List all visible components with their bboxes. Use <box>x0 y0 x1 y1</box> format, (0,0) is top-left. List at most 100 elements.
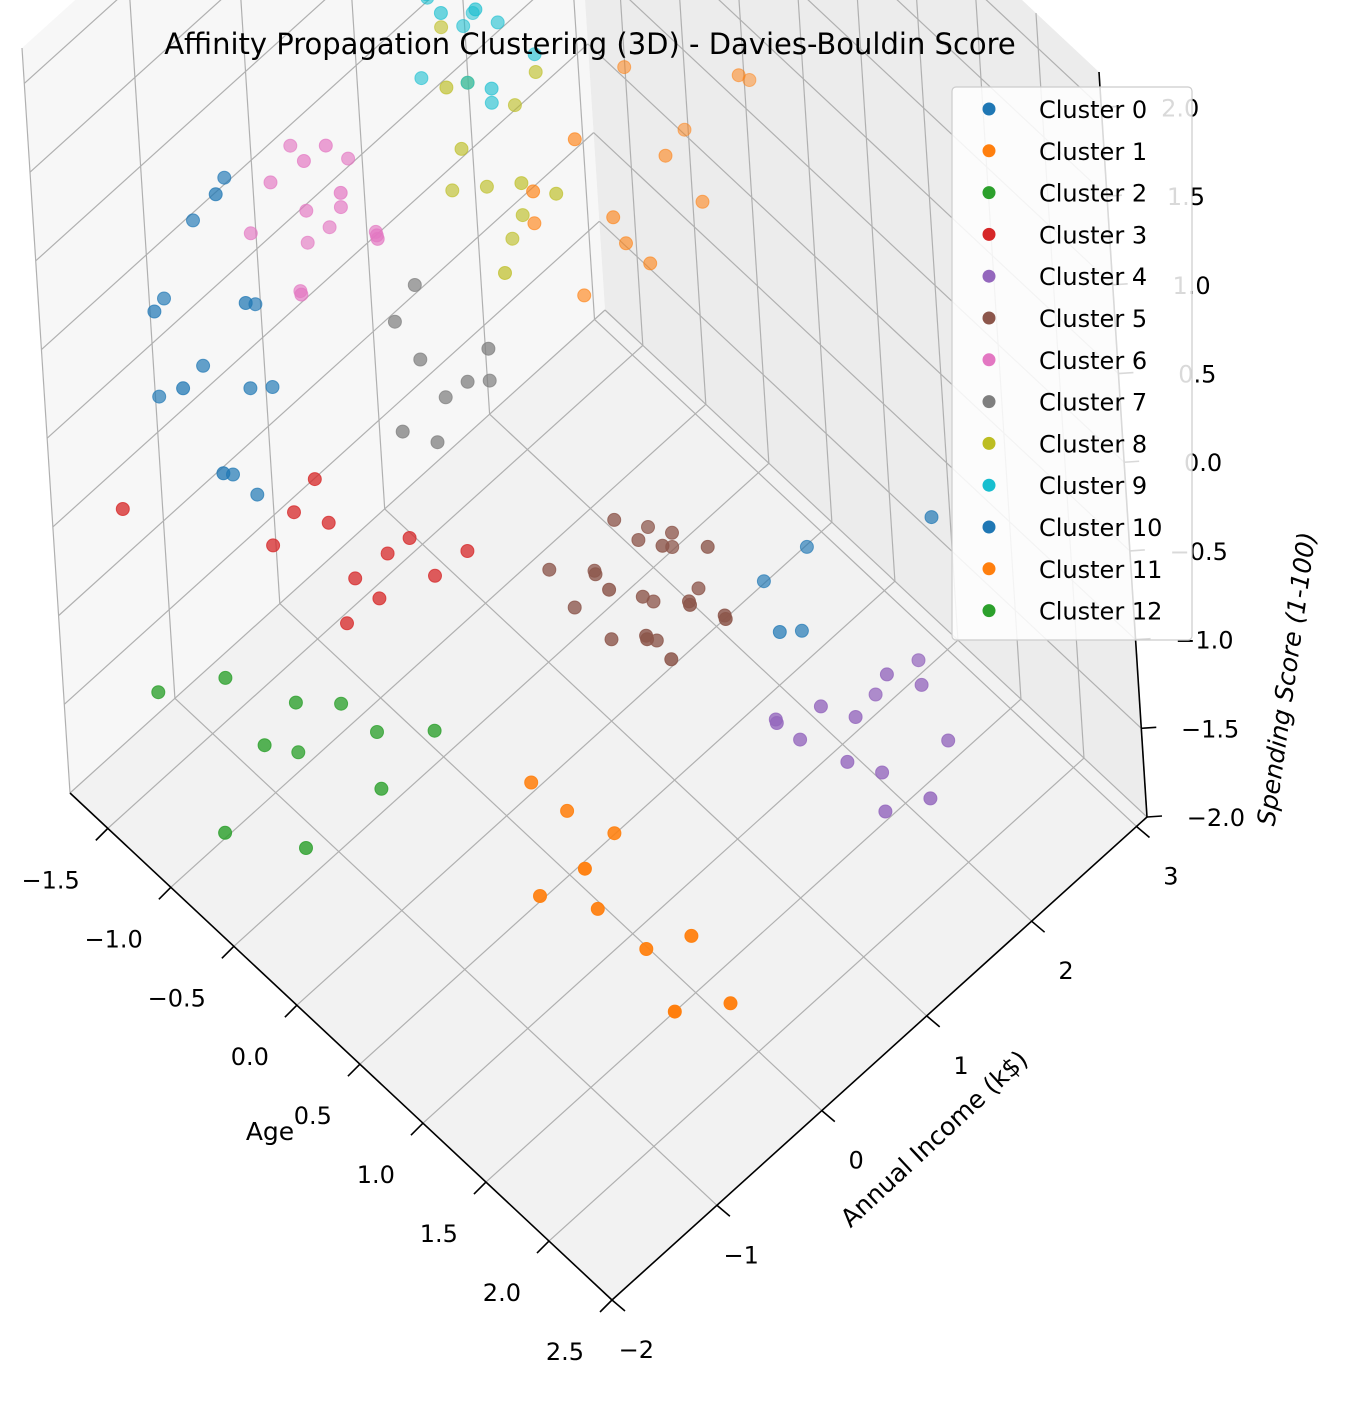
legend-marker-12 <box>982 604 996 618</box>
data-point-cluster-8 <box>515 208 530 223</box>
grid-line-x-floor <box>548 757 1085 1242</box>
grid-line-z-wall-left <box>23 0 118 84</box>
data-point-cluster-0 <box>157 291 171 306</box>
grid-line-y-floor <box>489 413 1033 922</box>
legend-label-0: Cluster 0 <box>1039 96 1147 124</box>
grid-line-x-floor <box>170 403 707 888</box>
data-point-cluster-9 <box>527 47 542 62</box>
legend-marker-8 <box>982 436 996 450</box>
data-point-cluster-4 <box>914 677 929 692</box>
y-tick-label: −1 <box>724 1241 759 1269</box>
data-point-cluster-11 <box>617 60 632 75</box>
grid-line-z-wall-left <box>35 0 326 262</box>
data-point-cluster-6 <box>322 220 337 235</box>
data-point-cluster-2 <box>299 841 313 855</box>
y-tick-mark <box>821 1109 836 1123</box>
data-point-cluster-2 <box>257 738 272 753</box>
data-point-cluster-5 <box>641 520 655 534</box>
legend-marker-11 <box>982 562 996 576</box>
data-points <box>115 0 956 1019</box>
grid-line-z-wall-left <box>41 0 430 350</box>
grid-line-y-floor <box>279 603 823 1112</box>
x-tick-label: −1.0 <box>85 925 143 953</box>
legend-label-11: Cluster 11 <box>1039 556 1162 584</box>
data-point-cluster-4 <box>923 791 938 806</box>
grid-line-y-floor <box>384 508 928 1017</box>
x-axis-label: Age <box>246 1117 294 1146</box>
x-tick-mark <box>284 1004 298 1018</box>
data-point-cluster-7 <box>460 374 475 389</box>
x-tick-label: −1.5 <box>22 866 80 894</box>
data-point-cluster-5 <box>664 652 679 667</box>
data-point-cluster-5 <box>655 538 670 553</box>
chart-title: Affinity Propagation Clustering (3D) - D… <box>164 27 1016 61</box>
z-axis-label: Spending Score (1-100) <box>1252 530 1322 827</box>
legend-marker-9 <box>982 478 996 492</box>
data-point-cluster-10 <box>794 623 809 638</box>
data-point-cluster-6 <box>243 226 258 241</box>
grid-line-x-floor <box>359 580 896 1065</box>
legend-marker-5 <box>982 311 996 325</box>
x-tick-mark <box>347 1063 361 1077</box>
x-tick-mark <box>95 827 109 841</box>
data-point-cluster-2 <box>427 723 442 738</box>
data-point-cluster-5 <box>640 632 655 647</box>
data-point-cluster-8 <box>454 141 469 156</box>
data-point-cluster-6 <box>296 154 311 168</box>
grid-line-z-wall-left <box>52 43 589 528</box>
data-point-cluster-8 <box>498 266 512 280</box>
y-tick-label: 0 <box>849 1147 864 1175</box>
z-tick-label: −1.5 <box>1181 715 1239 743</box>
data-point-cluster-6 <box>283 138 298 153</box>
legend-marker-4 <box>982 269 996 283</box>
legend-label-4: Cluster 4 <box>1039 263 1147 291</box>
data-point-cluster-1 <box>577 288 592 303</box>
data-point-cluster-1 <box>526 184 541 199</box>
legend-label-12: Cluster 12 <box>1039 598 1162 626</box>
data-point-cluster-8 <box>528 65 543 79</box>
z-tick-label: −2.0 <box>1187 804 1245 832</box>
grid-line-x-wall <box>619 0 644 346</box>
data-point-cluster-3 <box>287 505 301 520</box>
data-point-cluster-4 <box>911 653 926 668</box>
legend-marker-0 <box>982 102 996 116</box>
data-point-cluster-0 <box>243 381 258 396</box>
y-tick-label: −2 <box>619 1336 654 1364</box>
data-point-cluster-6 <box>299 203 314 218</box>
data-point-cluster-0 <box>208 187 223 202</box>
data-point-cluster-8 <box>479 179 494 194</box>
data-point-cluster-3 <box>428 568 442 583</box>
data-point-cluster-6 <box>333 200 348 215</box>
data-point-cluster-0 <box>196 358 211 373</box>
data-point-cluster-6 <box>333 185 348 200</box>
data-point-cluster-3 <box>402 531 417 545</box>
y-axis-line <box>611 816 1148 1301</box>
data-point-cluster-6 <box>263 175 278 190</box>
x-tick-mark <box>158 886 172 900</box>
x-tick-label: 0.0 <box>231 1043 269 1071</box>
data-point-cluster-11 <box>607 826 622 841</box>
z-tick-mark <box>1146 815 1163 818</box>
legend-label-5: Cluster 5 <box>1039 305 1147 333</box>
y-tick-mark <box>611 1299 626 1312</box>
legend-label-7: Cluster 7 <box>1039 389 1147 417</box>
grid-line-x-wall <box>797 0 833 523</box>
data-point-cluster-5 <box>602 582 617 597</box>
data-point-cluster-4 <box>875 765 890 780</box>
data-point-cluster-11 <box>667 1004 682 1019</box>
data-point-cluster-5 <box>665 525 679 540</box>
data-point-cluster-0 <box>772 625 787 639</box>
data-point-cluster-5 <box>691 581 706 596</box>
data-point-cluster-5 <box>718 612 733 626</box>
grid-line-z-wall-left <box>63 220 600 705</box>
data-point-cluster-2 <box>151 685 166 700</box>
x-tick-label: 1.0 <box>357 1161 395 1189</box>
data-point-cluster-9 <box>433 6 448 20</box>
legend: Cluster 0 Cluster 1 Cluster 2 Cluster 3 Clus… <box>951 86 1193 641</box>
data-point-cluster-6 <box>341 151 356 166</box>
legend-marker-6 <box>982 353 996 367</box>
data-point-cluster-5 <box>604 632 619 647</box>
data-point-cluster-4 <box>848 710 863 724</box>
data-point-cluster-7 <box>482 373 497 388</box>
